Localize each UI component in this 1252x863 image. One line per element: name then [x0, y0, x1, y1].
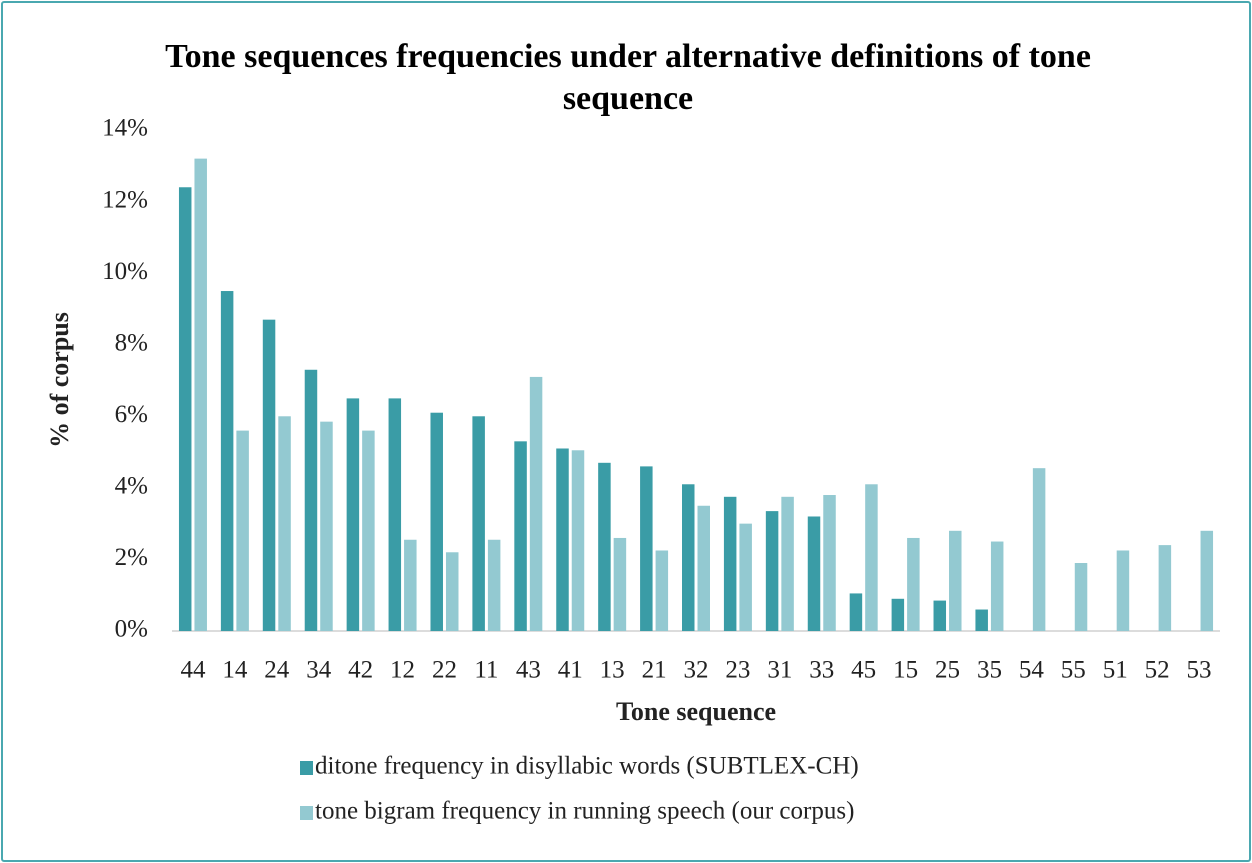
bar: [781, 496, 794, 631]
bar: [1158, 545, 1172, 631]
bar: [194, 158, 207, 631]
bar: [556, 448, 569, 631]
x-tick-label: 45: [851, 657, 876, 684]
bar: [891, 598, 905, 631]
bar: [430, 412, 443, 631]
x-tick-label: 52: [1145, 657, 1170, 684]
x-tick-label: 32: [684, 657, 709, 684]
x-tick-label: 25: [935, 657, 960, 684]
x-tick-label: 31: [767, 657, 792, 684]
bar: [571, 450, 585, 631]
bar: [236, 430, 249, 631]
bar: [849, 593, 863, 631]
bar: [472, 416, 485, 631]
bar: [529, 376, 543, 631]
bar: [220, 291, 234, 631]
bar: [178, 187, 192, 631]
y-axis-label: % of corpus: [45, 312, 74, 448]
bar: [613, 537, 627, 631]
bar: [807, 516, 821, 631]
bar: [865, 484, 878, 631]
bar: [823, 495, 836, 631]
bar: [739, 523, 752, 631]
bar: [682, 484, 695, 631]
bar: [765, 511, 779, 631]
x-tick-label: 35: [977, 657, 1002, 684]
chart-title: Tone sequences frequencies under alterna…: [165, 38, 1091, 117]
x-tick-label: 11: [474, 657, 498, 684]
bar: [346, 398, 360, 631]
bar: [404, 539, 417, 631]
x-tick-label: 51: [1103, 657, 1128, 684]
y-tick-label: 14%: [102, 115, 148, 142]
legend-swatch: [300, 806, 313, 820]
y-tick-label: 0%: [115, 616, 148, 643]
y-tick-label: 10%: [102, 258, 148, 285]
bar: [1200, 530, 1214, 631]
bar: [278, 416, 291, 631]
bar: [640, 466, 653, 631]
bar: [1074, 563, 1088, 631]
bar: [697, 505, 710, 631]
y-tick-label: 12%: [102, 186, 148, 213]
x-tick-label: 13: [600, 657, 625, 684]
x-tick-label: 14: [222, 657, 248, 684]
bar: [990, 541, 1004, 631]
bar: [723, 496, 737, 631]
x-tick-label: 55: [1061, 657, 1086, 684]
bar: [655, 550, 669, 631]
y-tick-label: 6%: [115, 401, 148, 428]
bar: [487, 539, 501, 631]
bar: [907, 537, 920, 631]
x-tick-label: 41: [558, 657, 583, 684]
legend-label: tone bigram frequency in running speech …: [315, 798, 854, 825]
x-tick-label: 42: [348, 657, 373, 684]
bar: [975, 609, 988, 631]
legend-label: ditone frequency in disyllabic words (SU…: [315, 753, 859, 780]
bar: [598, 462, 611, 631]
x-tick-label: 15: [893, 657, 918, 684]
bar: [1116, 550, 1130, 631]
x-tick-label: 43: [516, 657, 541, 684]
y-tick-label: 2%: [115, 544, 148, 571]
bar: [1032, 468, 1046, 631]
bar: [949, 530, 962, 631]
bar: [388, 398, 402, 631]
x-tick-label: 34: [306, 657, 332, 684]
x-tick-label: 53: [1187, 657, 1212, 684]
x-tick-label: 24: [264, 657, 290, 684]
x-tick-label: 21: [642, 657, 667, 684]
x-tick-label: 33: [809, 657, 834, 684]
y-tick-label: 4%: [115, 473, 148, 500]
bar: [933, 600, 947, 631]
bar: [262, 319, 276, 631]
x-tick-label: 54: [1019, 657, 1045, 684]
x-tick-label: 22: [432, 657, 457, 684]
bar: [445, 552, 459, 631]
bar: [362, 430, 375, 631]
bar: [304, 369, 318, 631]
x-axis-label: Tone sequence: [616, 697, 776, 726]
bar: [320, 421, 333, 631]
x-tick-label: 23: [725, 657, 750, 684]
legend-swatch: [300, 761, 313, 775]
x-tick-label: 44: [180, 657, 206, 684]
bar: [514, 441, 527, 631]
y-tick-label: 8%: [115, 329, 148, 356]
x-tick-label: 12: [390, 657, 415, 684]
